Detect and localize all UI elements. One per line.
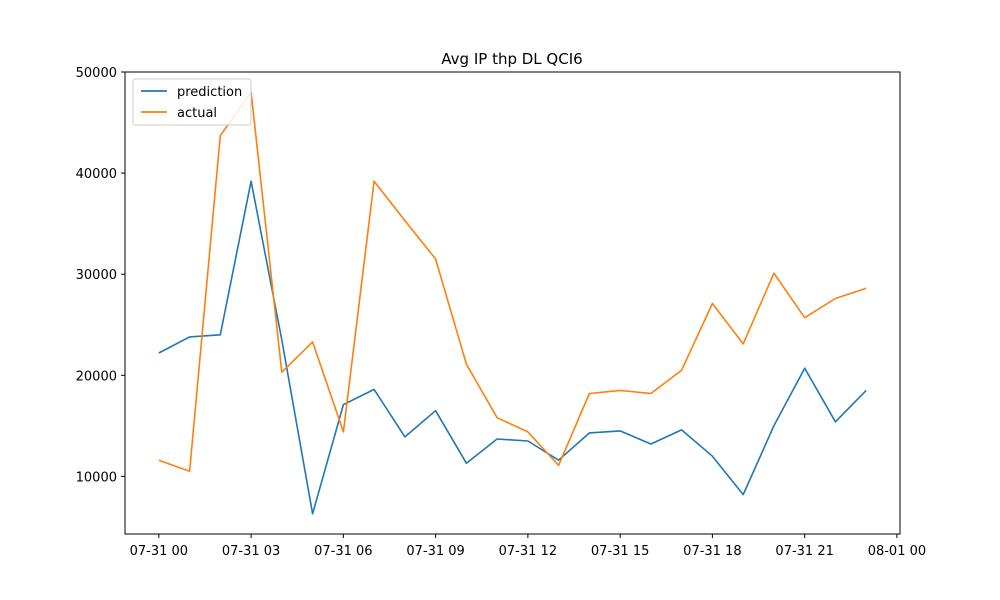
chart-title: Avg IP thp DL QCI6	[441, 50, 582, 68]
x-tick-label: 07-31 21	[775, 544, 833, 559]
legend-label-actual: actual	[177, 106, 217, 121]
series-layer	[158, 91, 867, 515]
y-tick-label: 20000	[76, 369, 117, 384]
axes-frame	[124, 71, 901, 535]
y-tick-label: 40000	[76, 167, 117, 182]
legend: prediction actual	[132, 78, 252, 126]
x-tick-label: 07-31 03	[222, 544, 280, 559]
x-tick-label: 07-31 15	[591, 544, 649, 559]
x-tick-label: 07-31 00	[130, 544, 188, 559]
legend-label-prediction: prediction	[177, 85, 242, 100]
x-tick-label: 08-01 00	[868, 544, 926, 559]
x-tick-label: 07-31 06	[314, 544, 372, 559]
series-line-actual	[158, 91, 867, 473]
series-line-prediction	[158, 180, 867, 515]
axes-layer: 07-31 00 07-31 03 07-31 06 07-31 09 07-31 12…	[76, 66, 927, 559]
x-tick-label: 07-31 12	[499, 544, 557, 559]
y-tick-label: 30000	[76, 268, 117, 283]
y-tick-label: 50000	[76, 66, 117, 81]
x-tick-label: 07-31 18	[683, 544, 741, 559]
y-tick-label: 10000	[76, 470, 117, 485]
x-tick-label: 07-31 09	[406, 544, 464, 559]
